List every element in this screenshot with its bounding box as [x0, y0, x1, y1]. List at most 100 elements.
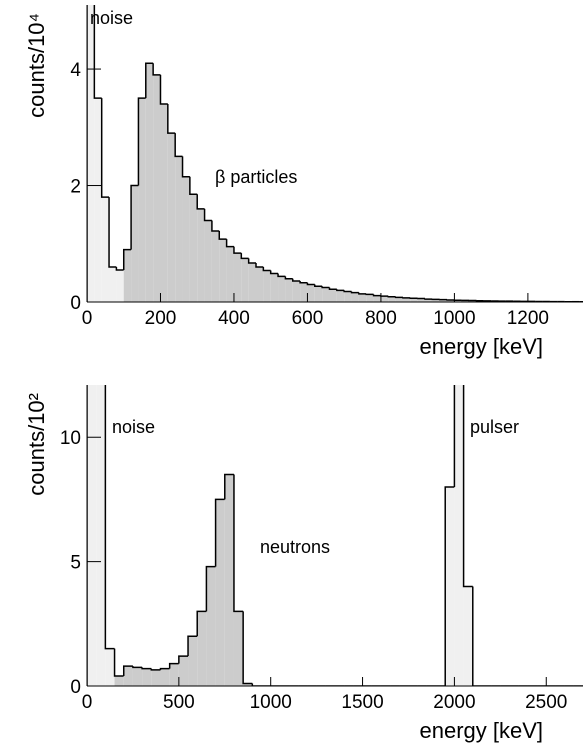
y-axis-label: counts/10² [24, 393, 49, 496]
y-tick-label: 4 [70, 60, 81, 81]
bar-outline [133, 666, 142, 667]
bar [227, 247, 234, 302]
bar-outline [307, 283, 314, 285]
bar-outline [322, 286, 329, 287]
bar-outline [151, 669, 160, 670]
x-tick-label: 800 [365, 308, 397, 329]
bar-outline [115, 649, 124, 676]
bar [133, 667, 142, 686]
bar-outline [241, 253, 248, 258]
plot-area [87, 313, 583, 686]
bar [138, 98, 145, 302]
annotation: neutrons [260, 537, 330, 557]
bar-outline [388, 296, 395, 297]
bar-outline [473, 586, 482, 686]
bar [249, 263, 256, 302]
bar-outline [359, 293, 366, 294]
bar [197, 611, 206, 686]
bar [197, 209, 204, 302]
y-tick-label: 5 [70, 553, 81, 574]
y-tick-label: 0 [70, 677, 81, 698]
bar [374, 296, 381, 302]
bar-outline [175, 133, 182, 156]
bar [102, 197, 109, 302]
bar [153, 75, 160, 302]
bar-outline [96, 313, 105, 363]
x-tick-label: 1200 [507, 308, 549, 329]
bar-outline [227, 239, 234, 247]
x-tick-label: 1000 [250, 692, 292, 713]
bar-outline [344, 290, 351, 291]
bar [307, 285, 314, 302]
bar-outline [293, 279, 300, 281]
bar [170, 664, 179, 686]
bar-outline [315, 285, 322, 287]
bar-outline [197, 194, 204, 209]
bar [219, 239, 226, 302]
bar-outline [256, 263, 263, 267]
y-tick-label: 2 [70, 177, 81, 198]
bar [124, 250, 131, 302]
bar [160, 669, 169, 686]
bar-outline [105, 363, 114, 649]
bar-outline [278, 273, 285, 276]
bar [256, 267, 263, 302]
y-tick-label: 0 [70, 293, 81, 314]
bar-outline [168, 104, 175, 133]
bar [206, 567, 215, 686]
bar [359, 294, 366, 302]
annotation: β particles [215, 167, 297, 187]
bar [175, 156, 182, 302]
bar-outline [352, 292, 359, 293]
bar-outline [249, 258, 256, 263]
x-tick-label: 200 [145, 308, 177, 329]
x-axis-label: energy [keV] [419, 718, 543, 743]
bar [115, 676, 124, 686]
bar [87, 0, 94, 302]
bar [205, 220, 212, 302]
bar-outline [425, 299, 432, 300]
bar [225, 475, 234, 686]
bar-outline [300, 281, 307, 283]
bar [105, 649, 114, 686]
bar-outline [329, 287, 336, 289]
bar [146, 63, 153, 302]
bar [212, 231, 219, 302]
bar [352, 293, 359, 302]
bar [234, 253, 241, 302]
bar-outline [337, 289, 344, 290]
bar-outline [116, 267, 123, 270]
bar [285, 279, 292, 302]
bar [179, 656, 188, 686]
bar-outline [381, 296, 388, 297]
bar [109, 267, 116, 302]
bar-outline [219, 231, 226, 239]
bar-outline [403, 297, 410, 298]
plot-area [87, 0, 587, 302]
bar [315, 286, 322, 302]
annotation: noise [90, 8, 133, 28]
x-tick-label: 2000 [433, 692, 475, 713]
bar-outline [234, 247, 241, 253]
x-tick-label: 400 [218, 308, 250, 329]
bar [337, 290, 344, 302]
bar [329, 289, 336, 302]
bar [183, 177, 190, 302]
bar-outline [243, 611, 252, 683]
bar [151, 670, 160, 686]
bar [271, 273, 278, 302]
bar [464, 586, 473, 686]
bar [454, 313, 463, 686]
bar [234, 611, 243, 686]
x-tick-label: 0 [82, 692, 93, 713]
bar [263, 271, 270, 302]
bar [344, 292, 351, 302]
bar [96, 363, 105, 686]
x-tick-label: 2500 [525, 692, 567, 713]
x-tick-label: 600 [292, 308, 324, 329]
x-tick-label: 1500 [341, 692, 383, 713]
bar-outline [396, 297, 403, 298]
bar [87, 313, 96, 686]
bar [322, 287, 329, 302]
